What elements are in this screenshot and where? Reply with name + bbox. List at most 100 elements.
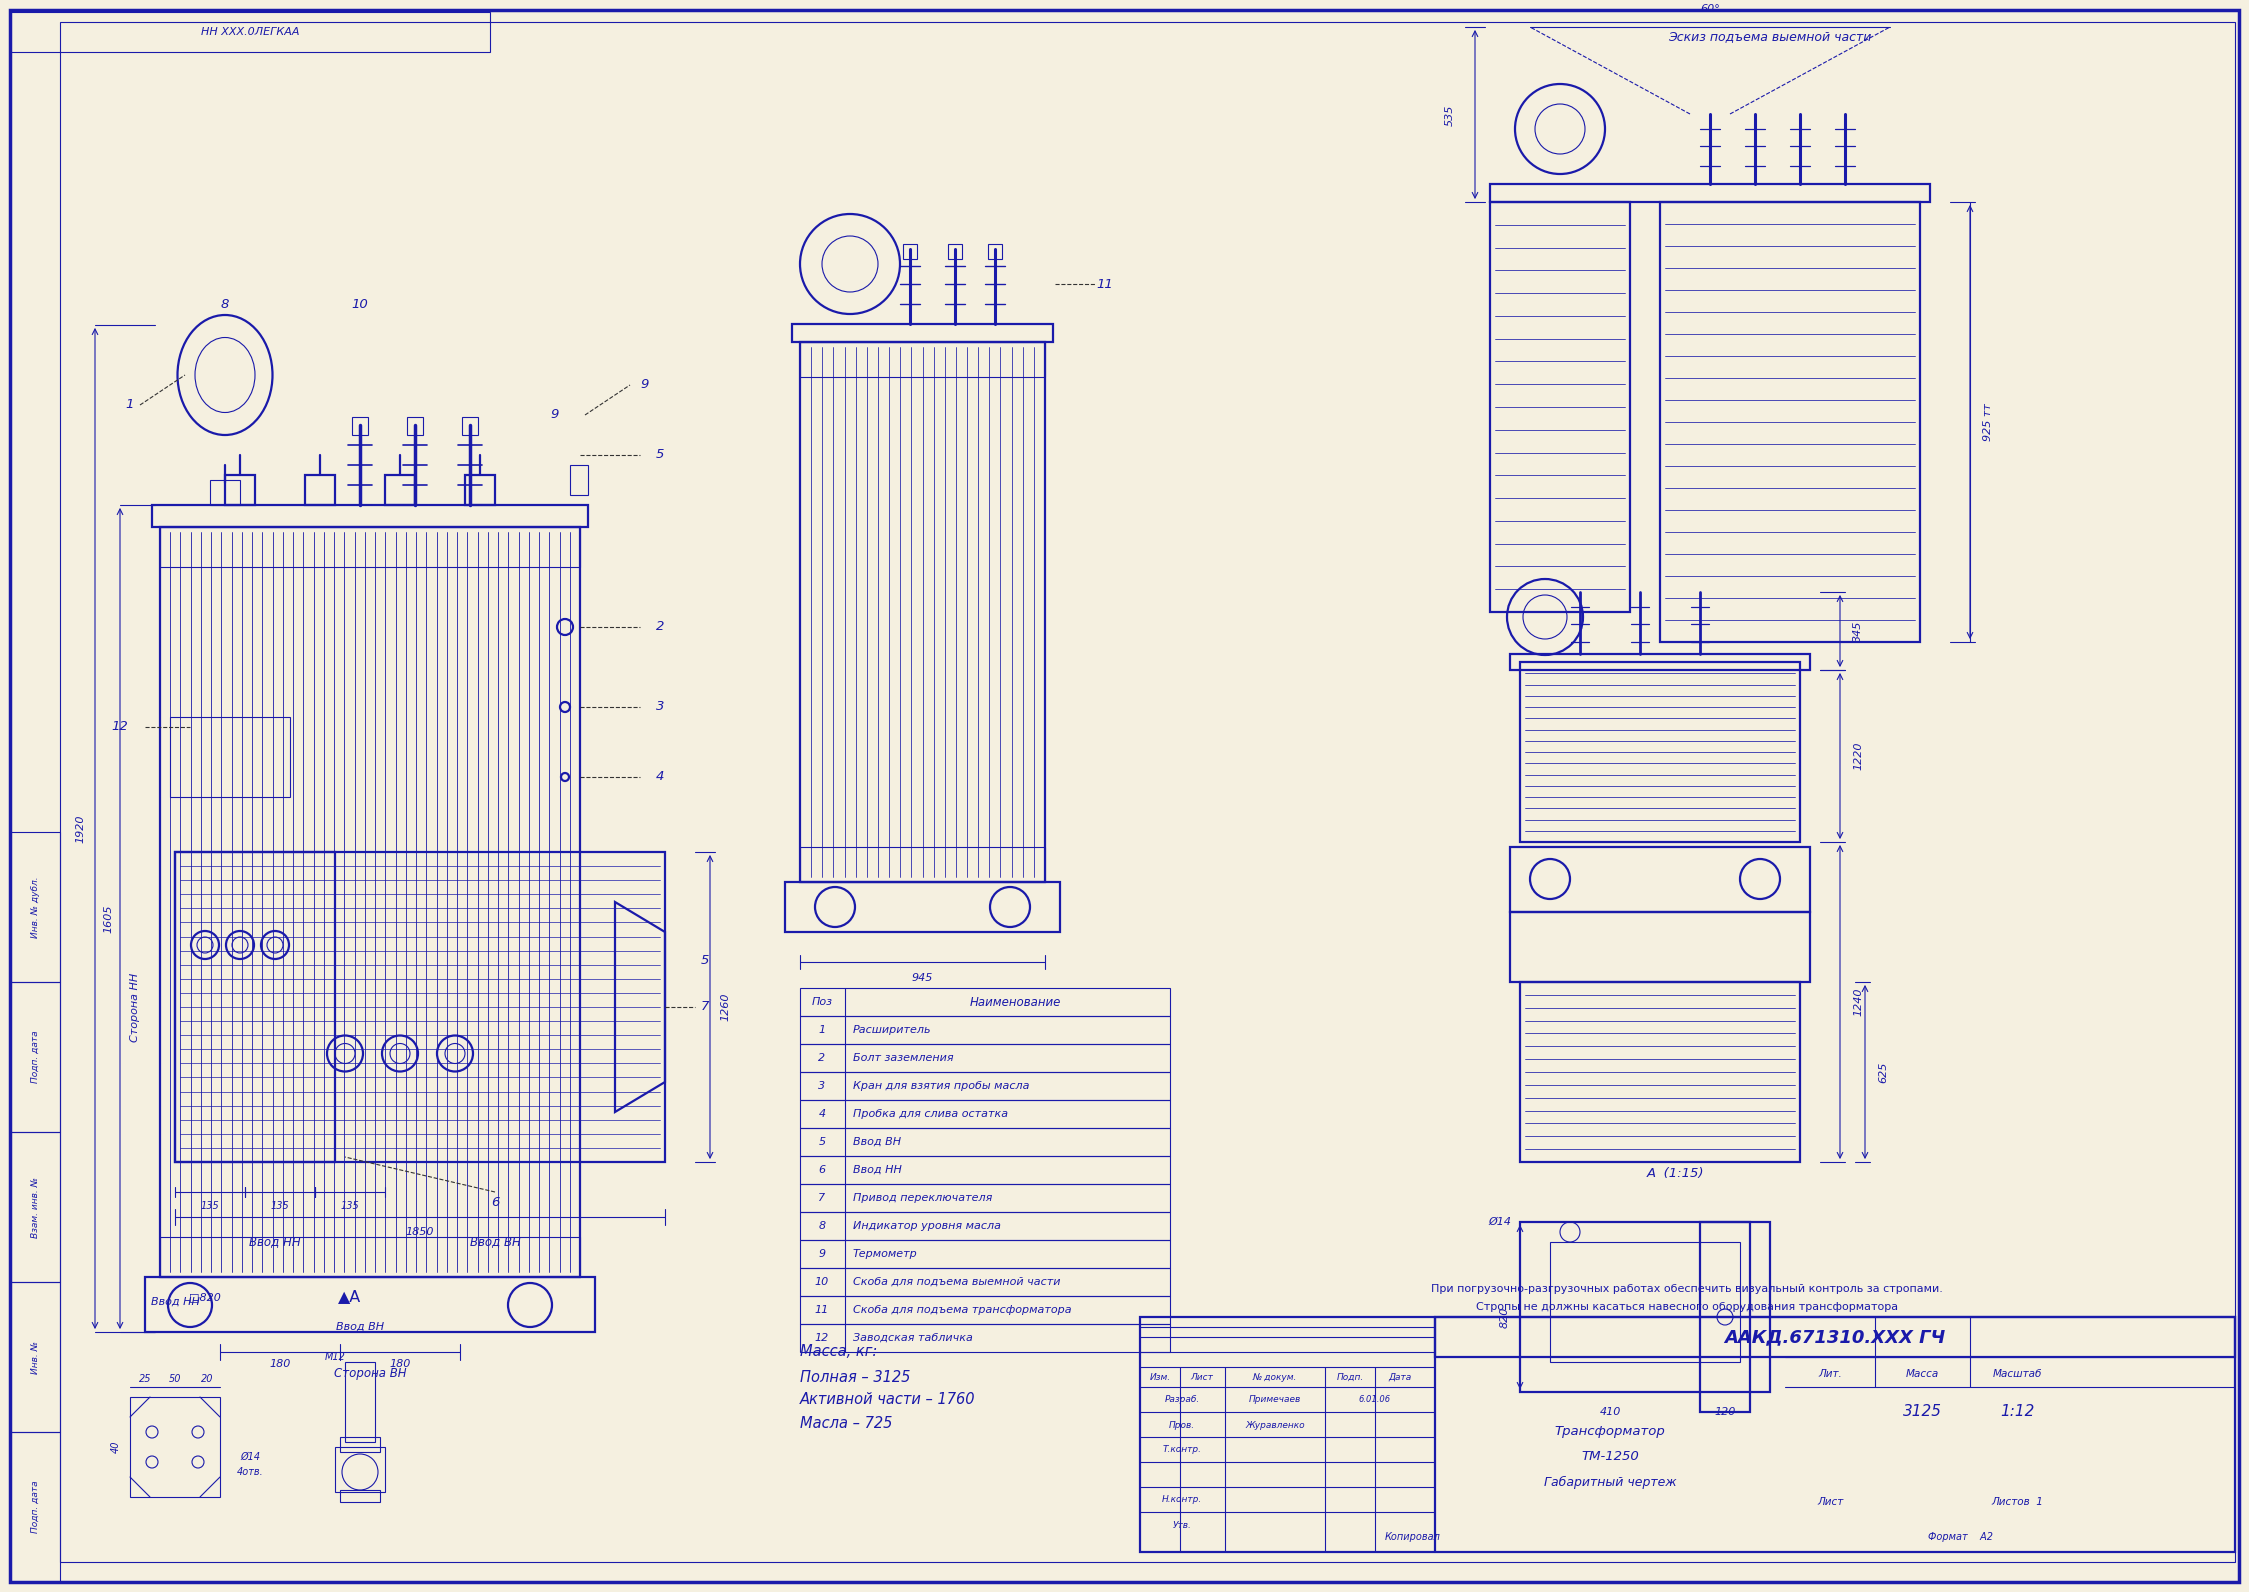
Text: 12: 12 bbox=[112, 721, 128, 734]
Bar bbox=[9, 1132, 61, 1282]
Text: ТМ-1250: ТМ-1250 bbox=[1581, 1450, 1640, 1463]
Text: Болт заземления: Болт заземления bbox=[852, 1052, 954, 1063]
Text: Ø14: Ø14 bbox=[241, 1452, 261, 1461]
Bar bbox=[801, 989, 1169, 1016]
Text: Утв.: Утв. bbox=[1172, 1520, 1192, 1530]
Bar bbox=[949, 244, 963, 259]
Text: Ввод ВН: Ввод ВН bbox=[852, 1137, 902, 1146]
Bar bbox=[335, 1447, 385, 1492]
Text: 180: 180 bbox=[270, 1360, 290, 1369]
Bar bbox=[9, 1431, 61, 1582]
Text: Журавленко: Журавленко bbox=[1246, 1420, 1304, 1430]
Text: НН ХХХ.0ЛЕГКАА: НН ХХХ.0ЛЕГКАА bbox=[200, 27, 299, 37]
Text: Полная – 3125: Полная – 3125 bbox=[801, 1369, 911, 1385]
Text: Индикатор уровня масла: Индикатор уровня масла bbox=[852, 1221, 1001, 1231]
Text: 3: 3 bbox=[657, 700, 663, 713]
Bar bbox=[801, 342, 1046, 882]
Text: 625: 625 bbox=[1878, 1062, 1887, 1083]
Text: 180: 180 bbox=[389, 1360, 412, 1369]
Text: 4: 4 bbox=[657, 771, 663, 783]
Text: 4отв.: 4отв. bbox=[236, 1466, 263, 1477]
Text: 12: 12 bbox=[814, 1333, 830, 1344]
Bar bbox=[385, 474, 416, 505]
Text: Масла – 725: Масла – 725 bbox=[801, 1417, 893, 1431]
Text: 7: 7 bbox=[819, 1192, 825, 1204]
Bar bbox=[9, 833, 61, 982]
Bar bbox=[306, 474, 335, 505]
Text: 9: 9 bbox=[551, 409, 560, 422]
Bar bbox=[1550, 1242, 1741, 1363]
Text: Наименование: Наименование bbox=[969, 995, 1062, 1008]
Text: Копировал: Копировал bbox=[1385, 1532, 1442, 1543]
Bar bbox=[1520, 1223, 1770, 1391]
Text: 8: 8 bbox=[220, 299, 229, 312]
Text: Эскиз подъема выемной части: Эскиз подъема выемной части bbox=[1669, 30, 1871, 43]
Text: Габаритный чертеж: Габаритный чертеж bbox=[1543, 1476, 1676, 1489]
Text: 7: 7 bbox=[702, 1000, 708, 1014]
Bar bbox=[801, 1156, 1169, 1184]
Text: Примечаев: Примечаев bbox=[1248, 1396, 1302, 1404]
Bar bbox=[160, 527, 580, 567]
Bar bbox=[785, 882, 1059, 931]
Text: Лист: Лист bbox=[1190, 1372, 1214, 1382]
Text: Ввод НН: Ввод НН bbox=[151, 1297, 200, 1307]
Text: 8: 8 bbox=[819, 1221, 825, 1231]
Text: Ввод НН: Ввод НН bbox=[852, 1165, 902, 1175]
Text: 9: 9 bbox=[819, 1250, 825, 1259]
Bar bbox=[153, 505, 587, 527]
Bar bbox=[801, 1240, 1169, 1267]
Text: 820: 820 bbox=[1500, 1307, 1509, 1328]
Bar bbox=[340, 1490, 380, 1501]
Bar bbox=[209, 481, 241, 505]
Text: 5: 5 bbox=[702, 954, 708, 966]
Text: 1: 1 bbox=[126, 398, 135, 411]
Text: Сторона НН: Сторона НН bbox=[130, 973, 139, 1041]
Text: 5: 5 bbox=[819, 1137, 825, 1146]
Bar bbox=[1700, 1223, 1750, 1412]
Text: 1: 1 bbox=[819, 1025, 825, 1035]
Bar bbox=[1509, 912, 1810, 982]
Text: Ø14: Ø14 bbox=[1489, 1216, 1511, 1227]
Bar bbox=[569, 465, 587, 495]
Bar bbox=[801, 1184, 1169, 1212]
Text: 10: 10 bbox=[351, 299, 369, 312]
Text: Инв. №: Инв. № bbox=[31, 1340, 40, 1374]
Text: Инв. № дубл.: Инв. № дубл. bbox=[31, 876, 40, 938]
Text: Ввод ВН: Ввод ВН bbox=[470, 1235, 520, 1248]
Text: А  (1:15): А (1:15) bbox=[1646, 1167, 1705, 1181]
Text: 1850: 1850 bbox=[405, 1227, 434, 1237]
Text: 1220: 1220 bbox=[1853, 742, 1862, 771]
Text: 345: 345 bbox=[1853, 621, 1862, 642]
Bar bbox=[9, 1282, 61, 1431]
Text: Ввод НН: Ввод НН bbox=[250, 1235, 301, 1248]
Text: 1920: 1920 bbox=[74, 815, 85, 844]
Text: 10: 10 bbox=[814, 1277, 830, 1286]
Text: 945: 945 bbox=[911, 973, 933, 982]
Bar bbox=[801, 1129, 1169, 1156]
Text: 535: 535 bbox=[1446, 105, 1455, 126]
Text: 4: 4 bbox=[819, 1110, 825, 1119]
Text: Расширитель: Расширитель bbox=[852, 1025, 931, 1035]
Text: Формат    А2: Формат А2 bbox=[1927, 1532, 1993, 1543]
Bar bbox=[801, 1100, 1169, 1129]
Text: 135: 135 bbox=[270, 1200, 290, 1212]
Bar bbox=[1520, 662, 1799, 842]
Text: 9: 9 bbox=[641, 379, 650, 392]
Text: 60°: 60° bbox=[1700, 5, 1720, 14]
Text: Изм.: Изм. bbox=[1149, 1372, 1169, 1382]
Bar bbox=[792, 325, 1053, 342]
Bar bbox=[801, 342, 1046, 377]
Text: 1605: 1605 bbox=[103, 904, 112, 933]
Bar bbox=[801, 1044, 1169, 1071]
Text: Масса: Масса bbox=[1905, 1369, 1939, 1379]
Bar bbox=[175, 852, 666, 1162]
Bar bbox=[801, 1296, 1169, 1325]
Text: 5: 5 bbox=[657, 449, 663, 462]
Text: 3125: 3125 bbox=[1903, 1404, 1941, 1420]
Bar bbox=[801, 1325, 1169, 1352]
Text: Пробка для слива остатка: Пробка для слива остатка bbox=[852, 1110, 1008, 1119]
Text: 135: 135 bbox=[340, 1200, 360, 1212]
Text: 50: 50 bbox=[169, 1374, 182, 1383]
Text: ▲A: ▲A bbox=[337, 1290, 362, 1304]
Text: Поз: Поз bbox=[812, 997, 832, 1008]
